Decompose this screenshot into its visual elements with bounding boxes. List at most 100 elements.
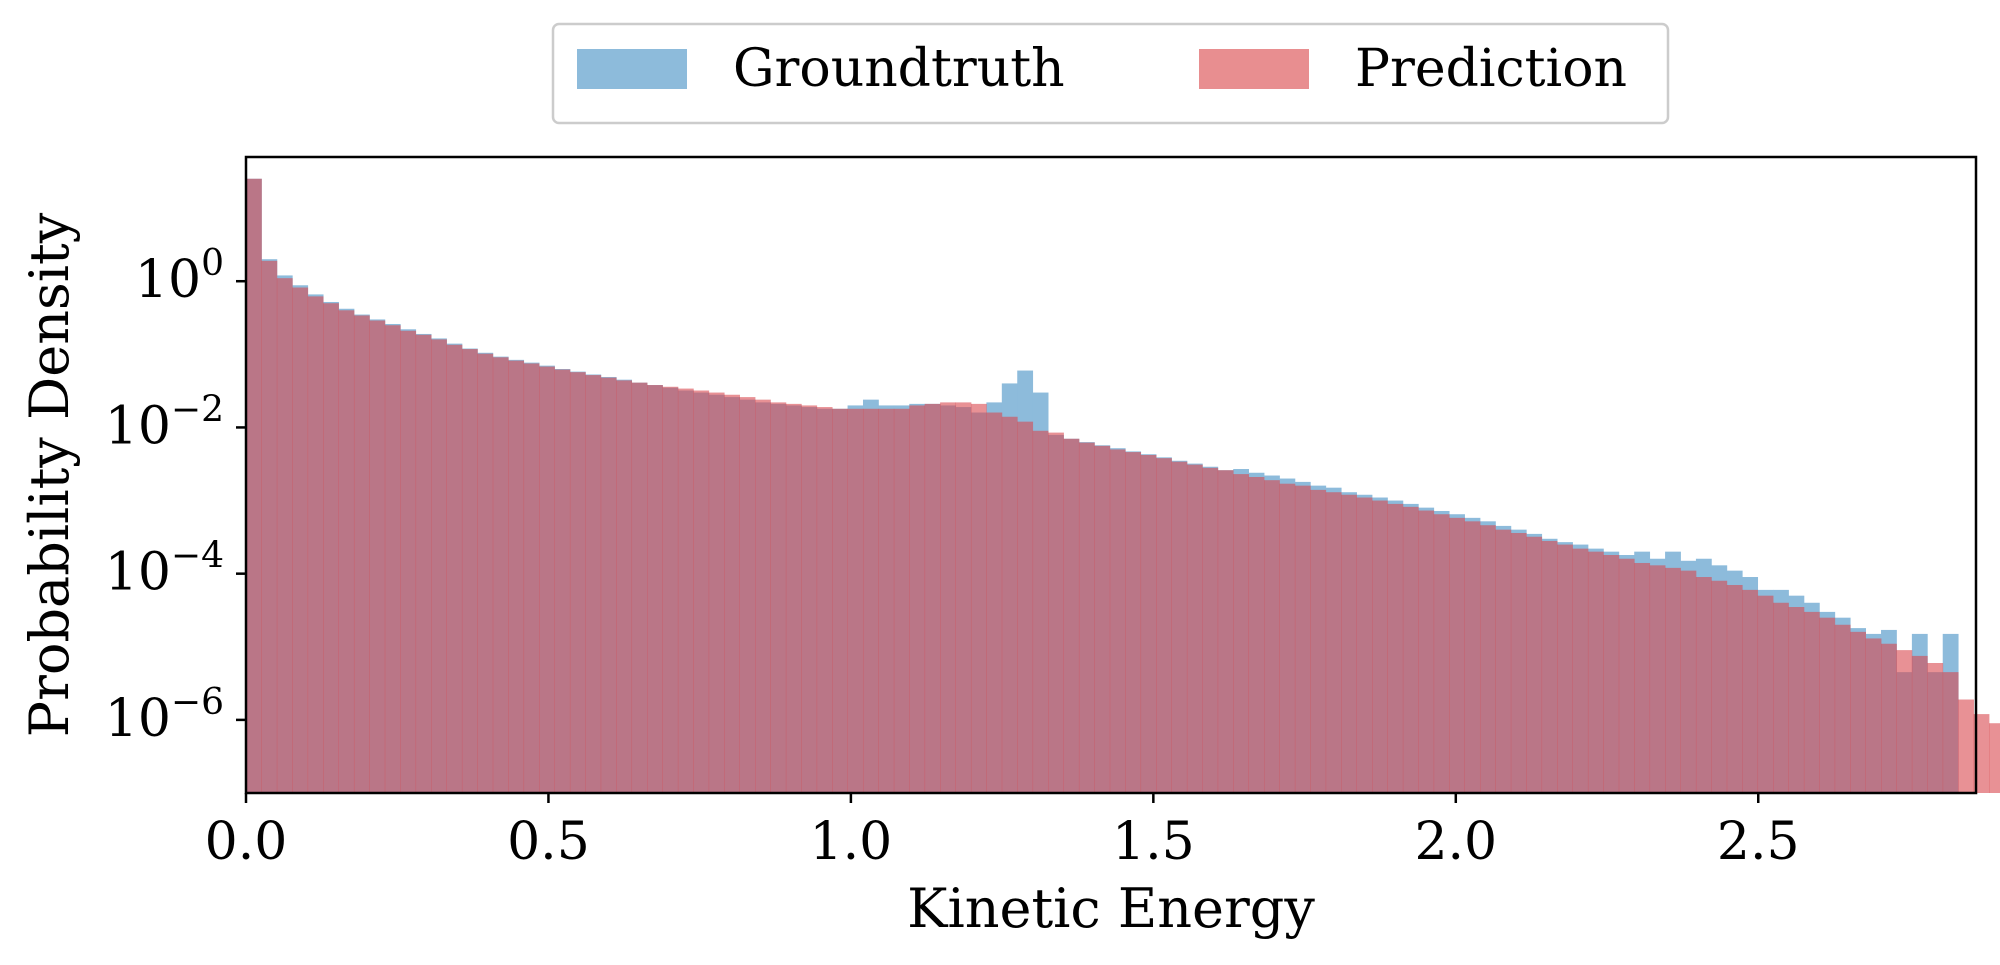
bar-prediction <box>616 380 633 793</box>
bar-prediction <box>816 407 833 793</box>
bar-prediction <box>1634 562 1651 793</box>
legend-swatch-groundtruth <box>577 49 687 89</box>
bar-prediction <box>1449 517 1465 793</box>
bar-prediction <box>708 392 725 793</box>
bar-prediction <box>1387 503 1404 793</box>
bar-prediction <box>1973 714 1990 793</box>
bar-prediction <box>1032 430 1049 793</box>
bar-prediction <box>1865 638 1882 793</box>
bar-prediction <box>724 394 740 793</box>
bar-prediction <box>1896 650 1913 793</box>
bar-prediction <box>261 260 278 794</box>
bar-prediction <box>384 325 401 793</box>
bar-prediction <box>461 349 478 793</box>
bar-prediction <box>1264 480 1280 793</box>
bar-prediction <box>1680 570 1697 793</box>
y-axis-label: Probability Density <box>18 212 81 737</box>
bar-prediction <box>924 403 941 793</box>
bar-prediction <box>353 315 370 793</box>
bar-prediction <box>1125 452 1142 793</box>
y-tick-label: 100 <box>135 243 224 310</box>
bar-prediction <box>970 403 987 793</box>
legend: Groundtruth Prediction <box>551 22 1670 125</box>
bar-prediction <box>338 310 355 793</box>
legend-box <box>551 22 1670 125</box>
bar-prediction <box>1665 567 1681 793</box>
bar-prediction <box>1140 454 1157 793</box>
x-tick-label: 1.0 <box>810 812 893 872</box>
bar-prediction <box>1109 449 1126 793</box>
bar-prediction <box>785 403 802 793</box>
bar-prediction <box>1233 474 1250 793</box>
bar-prediction <box>1017 421 1034 793</box>
bar-prediction <box>446 344 463 793</box>
bar-prediction <box>600 377 617 793</box>
bar-prediction <box>955 402 972 793</box>
bar-prediction <box>539 366 555 793</box>
bar-prediction <box>369 320 386 793</box>
bar-prediction <box>1078 442 1095 793</box>
bar-prediction <box>1310 489 1327 793</box>
bar-prediction <box>1001 416 1018 793</box>
bar-prediction <box>1726 584 1743 793</box>
y-tick-label: 10−6 <box>105 682 224 749</box>
bar-prediction <box>1094 445 1111 793</box>
bar-prediction <box>878 408 895 793</box>
series-prediction <box>246 178 2000 794</box>
bar-prediction <box>1695 577 1712 793</box>
bar-prediction <box>1171 461 1188 793</box>
bar-prediction <box>1557 544 1573 793</box>
bar-prediction <box>909 405 926 793</box>
bar-prediction <box>246 178 262 793</box>
bar-prediction <box>400 330 417 793</box>
bar-prediction <box>1063 438 1080 793</box>
bar-prediction <box>276 278 293 793</box>
y-tick-label: 10−2 <box>105 389 224 456</box>
bar-prediction <box>1834 624 1851 793</box>
bar-prediction <box>1356 497 1373 793</box>
bar-prediction <box>755 399 771 793</box>
bar-prediction <box>693 390 710 793</box>
plot-frame <box>244 155 1978 795</box>
bar-prediction <box>1464 521 1481 793</box>
bar-prediction <box>1294 485 1311 793</box>
bar-prediction <box>662 386 679 793</box>
bar-prediction <box>647 385 663 793</box>
bar-prediction <box>1587 551 1604 793</box>
bar-prediction <box>1402 506 1419 793</box>
y-tick-label: 10−4 <box>105 536 224 603</box>
bar-prediction <box>1479 525 1496 793</box>
bar-prediction <box>1341 494 1357 793</box>
bar-prediction <box>1819 617 1836 793</box>
bar-prediction <box>1649 565 1666 793</box>
bar-prediction <box>677 388 694 793</box>
x-tick-label: 2.0 <box>1414 812 1497 872</box>
legend-swatch-prediction <box>1199 49 1309 89</box>
bar-prediction <box>1048 432 1064 793</box>
bar-prediction <box>893 408 910 793</box>
bar-prediction <box>1325 492 1342 793</box>
bar-prediction <box>323 303 339 793</box>
bar-prediction <box>569 372 586 793</box>
x-tick-label: 2.5 <box>1717 812 1800 872</box>
bar-prediction <box>1850 631 1866 793</box>
bar-prediction <box>1541 540 1558 793</box>
bar-prediction <box>739 397 756 793</box>
bar-prediction <box>770 402 787 793</box>
x-tick-label: 1.5 <box>1112 812 1195 872</box>
bar-prediction <box>1927 663 1944 793</box>
bar-prediction <box>862 408 879 793</box>
bar-prediction <box>1742 589 1759 793</box>
bar-prediction <box>523 363 540 793</box>
bar-prediction <box>1618 558 1635 793</box>
bar-prediction <box>307 296 324 793</box>
x-axis-label: Kinetic Energy <box>907 877 1315 940</box>
bar-prediction <box>1248 476 1265 793</box>
bar-prediction <box>832 408 848 793</box>
bar-prediction <box>1773 602 1789 793</box>
bar-prediction <box>1958 699 1974 793</box>
bar-prediction <box>1217 470 1234 793</box>
bar-prediction <box>1911 655 1928 793</box>
bar-prediction <box>477 353 494 793</box>
bar-prediction <box>1989 723 2000 793</box>
